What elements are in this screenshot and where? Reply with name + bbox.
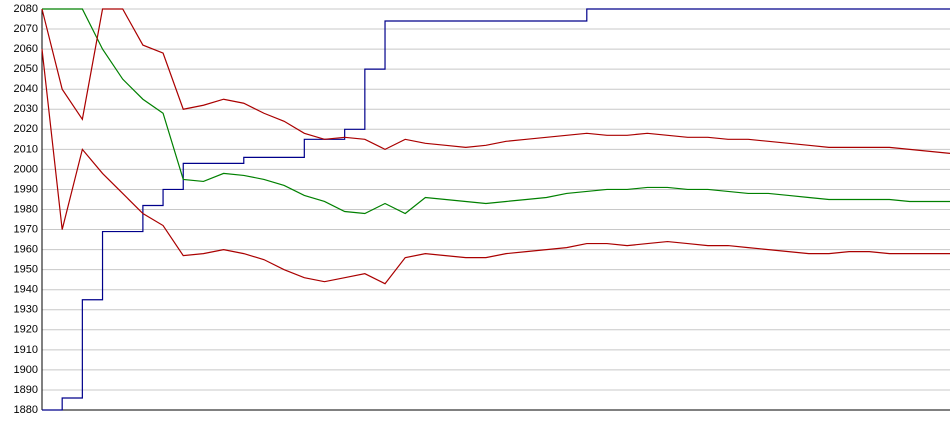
y-tick-label: 1970: [14, 223, 38, 235]
y-tick-label: 2020: [14, 123, 38, 135]
series-line: [42, 8, 950, 215]
y-tick-label: 1910: [14, 344, 38, 356]
y-tick-label: 2070: [14, 23, 38, 35]
y-tick-label: 2050: [14, 63, 38, 75]
y-tick-label: 2030: [14, 103, 38, 115]
series-line: [41, 8, 950, 154]
series-line: [41, 49, 950, 285]
y-tick-label: 2010: [14, 143, 38, 155]
y-tick-label: 1940: [14, 284, 38, 296]
series-line: [42, 8, 950, 411]
y-tick-label: 1950: [14, 264, 38, 276]
y-tick-label: 2000: [14, 163, 38, 175]
y-tick-label: 1960: [14, 244, 38, 256]
y-tick-label: 1980: [14, 203, 38, 215]
y-tick-label: 1890: [14, 384, 38, 396]
y-tick-label: 2080: [14, 3, 38, 15]
y-tick-label: 1900: [14, 364, 38, 376]
y-tick-label: 2060: [14, 43, 38, 55]
y-tick-label: 2040: [14, 83, 38, 95]
y-tick-label: 1930: [14, 304, 38, 316]
y-tick-label: 1920: [14, 324, 38, 336]
y-tick-label: 1880: [14, 404, 38, 416]
y-tick-label: 1990: [14, 183, 38, 195]
